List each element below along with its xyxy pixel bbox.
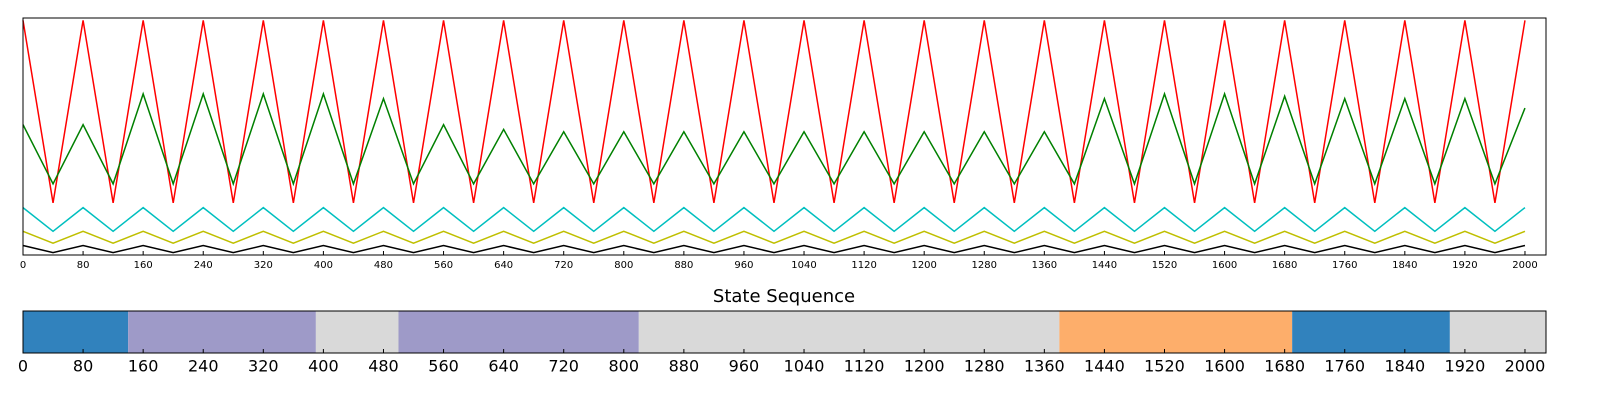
x-tick-label: 1120 — [851, 260, 876, 271]
x-tick-label: 1360 — [1032, 260, 1057, 271]
state-segment — [638, 311, 1060, 353]
x-tick-label: 1600 — [1212, 260, 1237, 271]
x-tick-label: 1120 — [844, 357, 885, 376]
x-tick-label: 480 — [374, 260, 393, 271]
x-tick-label: 80 — [73, 357, 93, 376]
x-tick-label: 960 — [734, 260, 753, 271]
x-tick-label: 0 — [18, 357, 28, 376]
state-segment — [1292, 311, 1450, 353]
x-tick-label: 1280 — [964, 357, 1005, 376]
state-segment — [1449, 311, 1546, 353]
chart-title: State Sequence — [713, 286, 855, 307]
x-tick-label: 1200 — [911, 260, 936, 271]
x-tick-label: 560 — [434, 260, 453, 271]
x-tick-label: 880 — [669, 357, 700, 376]
x-tick-label: 960 — [729, 357, 760, 376]
x-tick-label: 800 — [609, 357, 640, 376]
state-segment — [23, 311, 129, 353]
x-tick-label: 1920 — [1452, 260, 1477, 271]
x-tick-label: 240 — [188, 357, 219, 376]
series-line — [22, 230, 1526, 244]
state-segment — [128, 311, 316, 353]
x-tick-label: 160 — [134, 260, 153, 271]
x-tick-label: 560 — [428, 357, 459, 376]
x-tick-label: 1440 — [1092, 260, 1117, 271]
x-tick-label: 1840 — [1392, 260, 1417, 271]
state-segment — [315, 311, 399, 353]
x-tick-label: 1200 — [904, 357, 945, 376]
series-line — [22, 91, 1526, 187]
x-tick-label: 2000 — [1512, 260, 1537, 271]
x-tick-label: 1040 — [791, 260, 816, 271]
state-segment — [398, 311, 639, 353]
x-tick-label: 1680 — [1272, 260, 1297, 271]
x-tick-label: 1760 — [1324, 357, 1365, 376]
x-tick-label: 1760 — [1332, 260, 1357, 271]
plot-frame — [22, 17, 1547, 256]
x-tick-label: 1520 — [1144, 357, 1185, 376]
x-tick-label: 400 — [314, 260, 333, 271]
x-tick-label: 720 — [548, 357, 579, 376]
x-tick-label: 1520 — [1152, 260, 1177, 271]
x-tick-label: 1360 — [1024, 357, 1065, 376]
x-tick-label: 800 — [614, 260, 633, 271]
timeline-frame — [22, 310, 1547, 354]
x-tick-label: 400 — [308, 357, 339, 376]
series-line — [22, 20, 1526, 203]
state-segment — [1059, 311, 1293, 353]
x-tick-label: 1440 — [1084, 357, 1125, 376]
series-line — [22, 206, 1526, 233]
x-tick-label: 1600 — [1204, 357, 1245, 376]
x-tick-label: 160 — [128, 357, 159, 376]
x-tick-label: 1680 — [1264, 357, 1305, 376]
x-tick-label: 1040 — [784, 357, 825, 376]
x-tick-label: 1920 — [1445, 357, 1486, 376]
x-tick-label: 0 — [20, 260, 26, 271]
x-tick-label: 2000 — [1505, 357, 1546, 376]
x-tick-label: 320 — [254, 260, 273, 271]
x-tick-label: 1280 — [972, 260, 997, 271]
x-tick-label: 1840 — [1384, 357, 1425, 376]
x-tick-label: 720 — [554, 260, 573, 271]
x-tick-label: 320 — [248, 357, 279, 376]
x-tick-label: 880 — [674, 260, 693, 271]
x-tick-label: 640 — [488, 357, 519, 376]
x-tick-label: 640 — [494, 260, 513, 271]
x-tick-label: 80 — [77, 260, 90, 271]
x-tick-label: 240 — [194, 260, 213, 271]
series-line — [22, 244, 1526, 254]
x-tick-label: 480 — [368, 357, 399, 376]
